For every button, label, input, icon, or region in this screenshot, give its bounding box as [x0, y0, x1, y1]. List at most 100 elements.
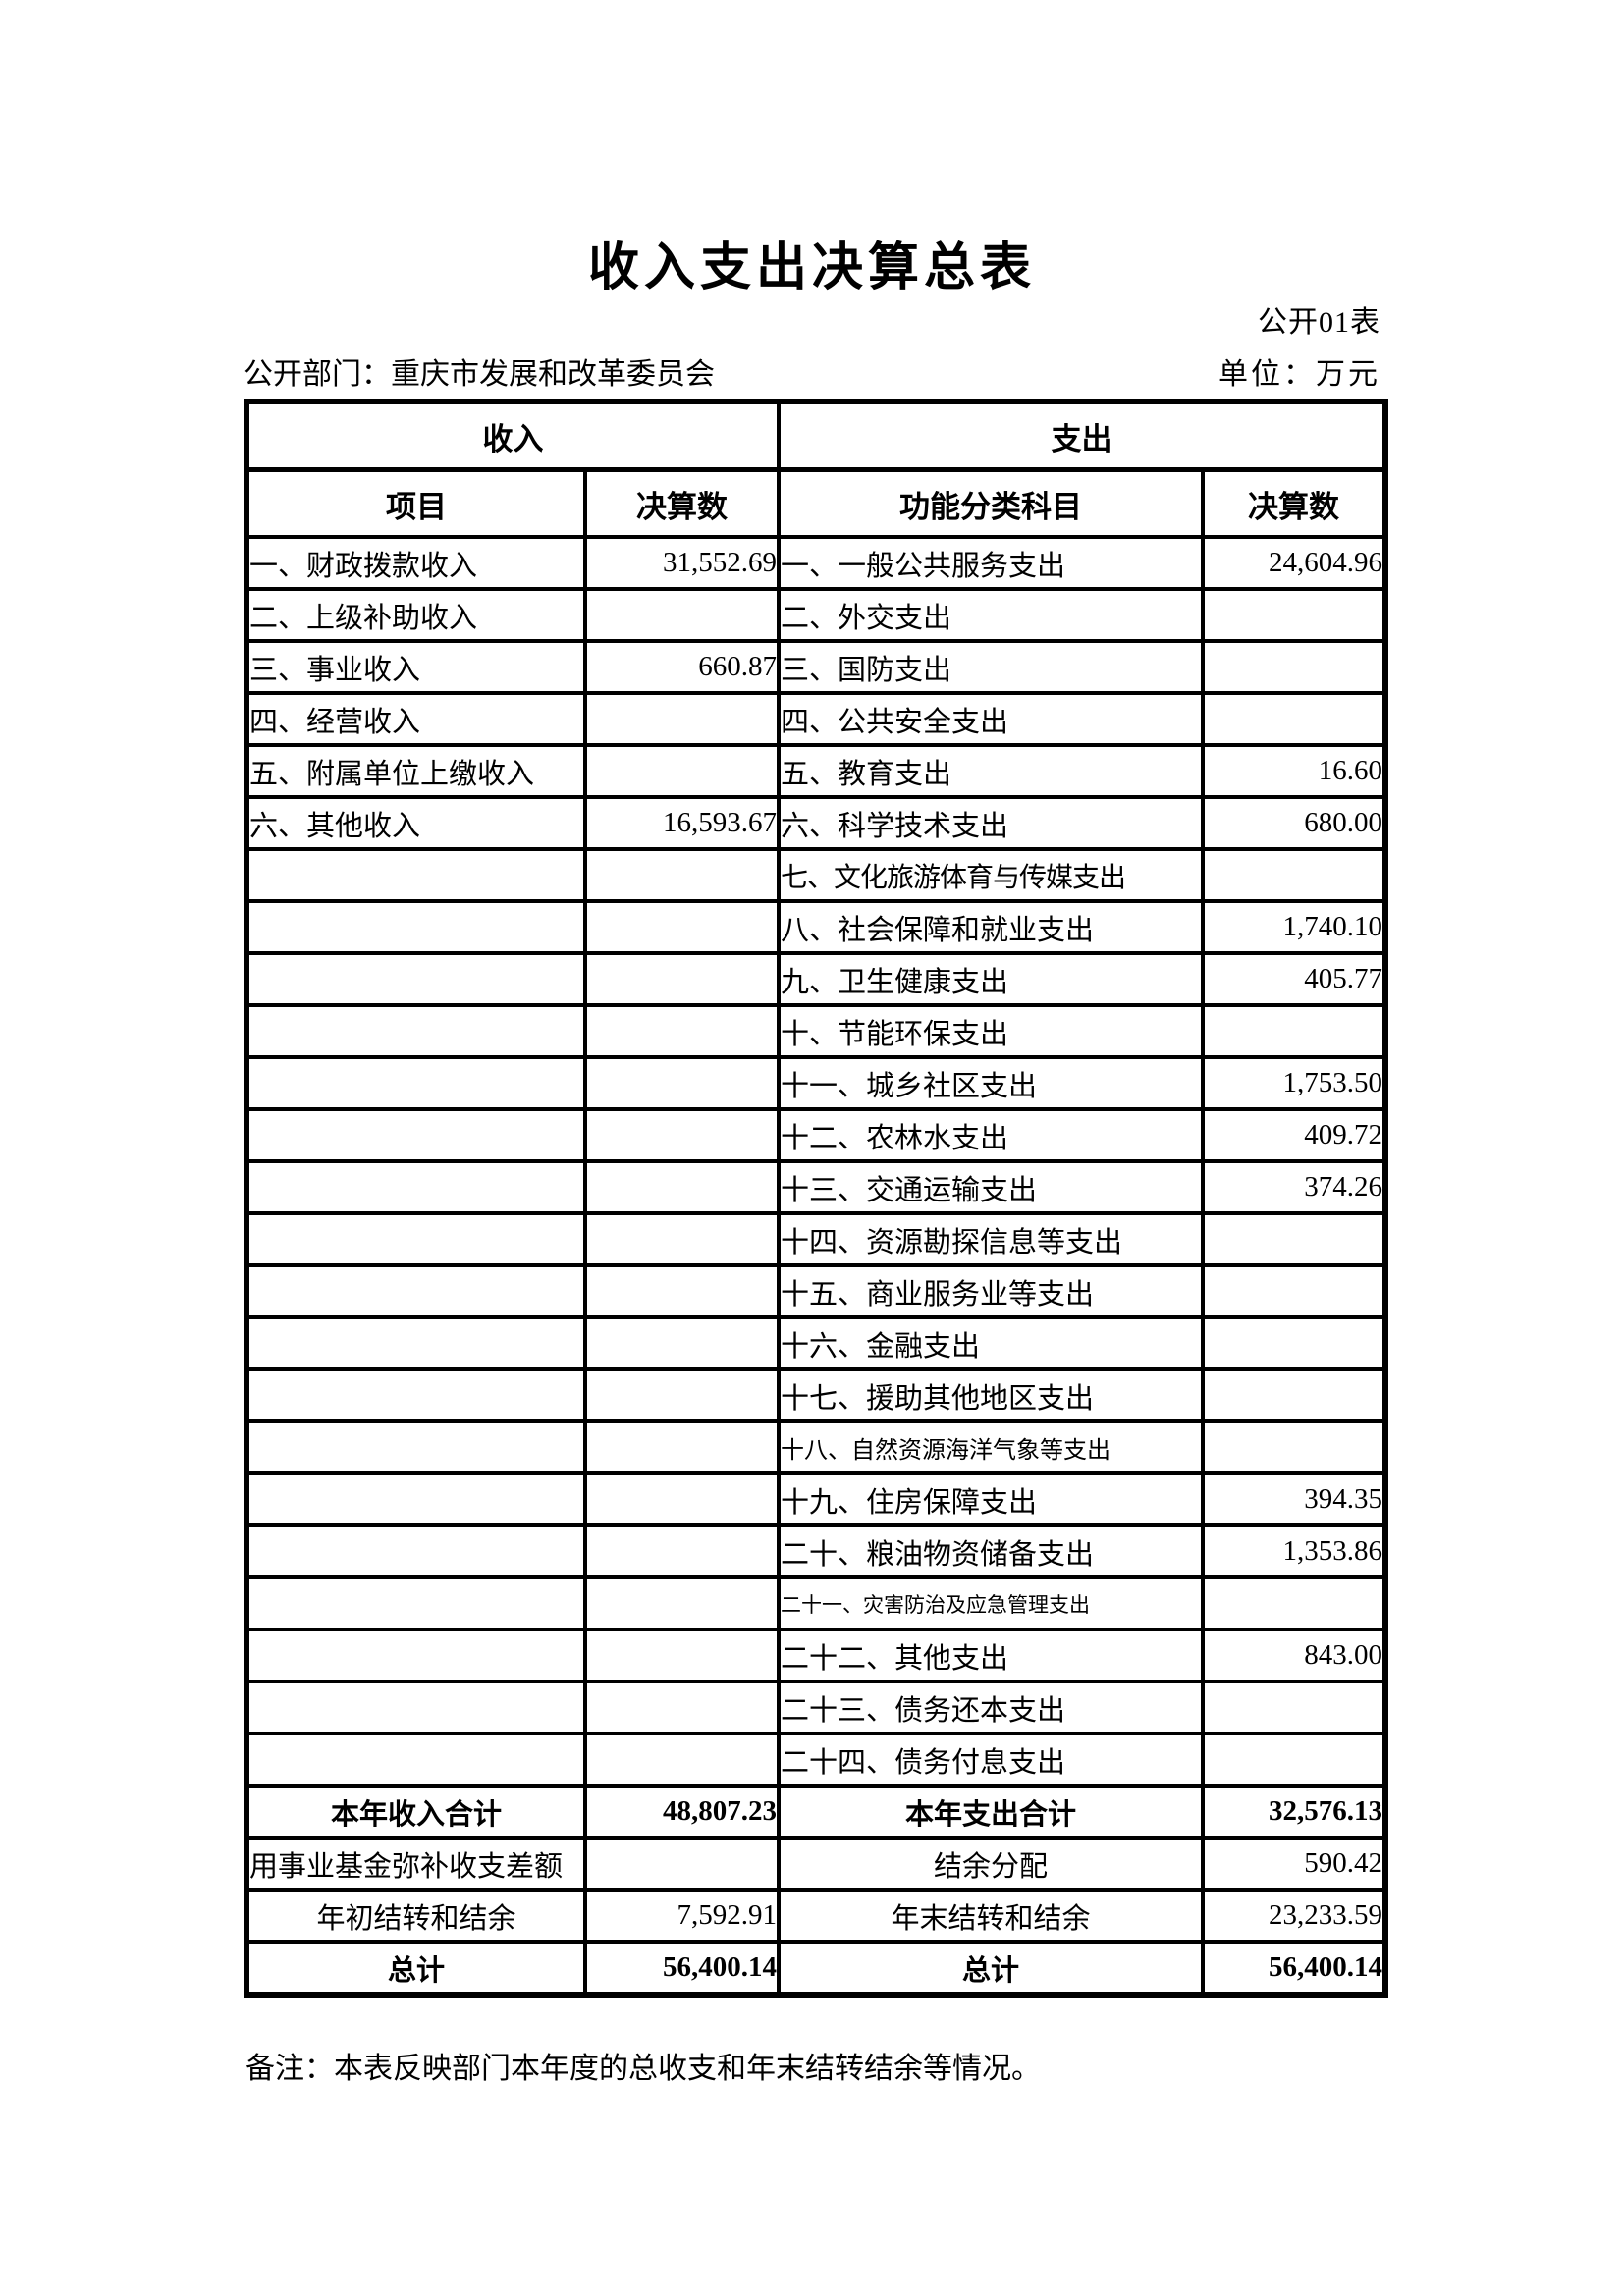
income-item-cell — [244, 1680, 587, 1735]
expense-item-cell: 十、节能环保支出 — [777, 1003, 1205, 1059]
expense-amount-cell: 24,604.96 — [1201, 535, 1387, 591]
expense-item-cell: 年末结转和结余 — [777, 1888, 1205, 1944]
income-amount-cell: 56,400.14 — [583, 1940, 781, 1997]
expense-amount-cell: 374.26 — [1201, 1159, 1387, 1215]
table-row: 二十三、债务还本支出 — [244, 1680, 1387, 1735]
income-amount-cell — [583, 587, 781, 643]
expense-amount-cell: 843.00 — [1201, 1628, 1387, 1683]
table-row: 十一、城乡社区支出 1,753.50 — [244, 1055, 1387, 1111]
income-amount-cell — [583, 1055, 781, 1111]
table-row: 七、文化旅游体育与传媒支出 — [244, 847, 1387, 903]
expense-item-cell: 七、文化旅游体育与传媒支出 — [777, 847, 1205, 903]
table-row: 年初结转和结余 7,592.91 年末结转和结余 23,233.59 — [244, 1888, 1387, 1944]
expense-amount-column-header: 决算数 — [1201, 467, 1387, 539]
table-row: 十五、商业服务业等支出 — [244, 1263, 1387, 1319]
expense-amount-cell — [1201, 1211, 1387, 1267]
income-item-cell: 六、其他收入 — [244, 795, 587, 851]
income-item-cell — [244, 1055, 587, 1111]
expense-amount-cell: 1,753.50 — [1201, 1055, 1387, 1111]
expense-amount-cell: 405.77 — [1201, 951, 1387, 1007]
income-item-cell — [244, 1315, 587, 1371]
expense-amount-cell: 1,353.86 — [1201, 1523, 1387, 1579]
income-item-cell: 年初结转和结余 — [244, 1888, 587, 1944]
income-item-cell — [244, 1367, 587, 1423]
expense-amount-cell: 680.00 — [1201, 795, 1387, 851]
income-amount-cell — [583, 847, 781, 903]
income-amount-cell — [583, 1159, 781, 1215]
expense-amount-cell — [1201, 691, 1387, 747]
expense-item-cell: 总计 — [777, 1940, 1205, 1997]
table-row: 十、节能环保支出 — [244, 1003, 1387, 1059]
income-amount-cell — [583, 1836, 781, 1892]
table-row: 十七、援助其他地区支出 — [244, 1367, 1387, 1423]
expense-item-cell: 二、外交支出 — [777, 587, 1205, 643]
expense-item-cell: 一、一般公共服务支出 — [777, 535, 1205, 591]
department-label: 公开部门：重庆市发展和改革委员会 — [244, 358, 715, 391]
expense-amount-cell — [1201, 1003, 1387, 1059]
note: 备注：本表反映部门本年度的总收支和年末结转结余等情况。 — [245, 2053, 1041, 2085]
column-header-row: 项目 决算数 功能分类科目 决算数 — [244, 467, 1387, 539]
expense-item-cell: 十二、农林水支出 — [777, 1107, 1205, 1163]
expense-amount-cell — [1201, 639, 1387, 695]
income-amount-cell: 660.87 — [583, 639, 781, 695]
table-row: 三、事业收入 660.87 三、国防支出 — [244, 639, 1387, 695]
income-amount-cell — [583, 1523, 781, 1579]
expense-item-cell: 三、国防支出 — [777, 639, 1205, 695]
income-amount-cell — [583, 951, 781, 1007]
income-item-cell: 三、事业收入 — [244, 639, 587, 695]
expense-item-cell: 六、科学技术支出 — [777, 795, 1205, 851]
income-item-cell — [244, 1419, 587, 1475]
expense-item-cell: 十四、资源勘探信息等支出 — [777, 1211, 1205, 1267]
income-amount-cell: 16,593.67 — [583, 795, 781, 851]
table-row: 九、卫生健康支出 405.77 — [244, 951, 1387, 1007]
income-item-column-header: 项目 — [244, 467, 587, 539]
income-amount-cell — [583, 1732, 781, 1788]
income-item-cell: 四、经营收入 — [244, 691, 587, 747]
page-title: 收入支出决算总表 — [587, 240, 1036, 296]
income-item-cell: 二、上级补助收入 — [244, 587, 587, 643]
income-amount-cell — [583, 1628, 781, 1683]
expense-amount-cell: 56,400.14 — [1201, 1940, 1387, 1997]
income-item-cell: 用事业基金弥补收支差额 — [244, 1836, 587, 1892]
income-item-cell: 本年收入合计 — [244, 1784, 587, 1840]
expense-amount-cell: 409.72 — [1201, 1107, 1387, 1163]
income-item-cell — [244, 1159, 587, 1215]
table-row: 八、社会保障和就业支出 1,740.10 — [244, 899, 1387, 955]
expense-item-cell: 二十一、灾害防治及应急管理支出 — [777, 1575, 1205, 1631]
expense-item-cell: 五、教育支出 — [777, 743, 1205, 799]
income-amount-cell — [583, 743, 781, 799]
income-amount-cell: 31,552.69 — [583, 535, 781, 591]
expense-amount-cell — [1201, 1732, 1387, 1788]
expense-item-cell: 二十四、债务付息支出 — [777, 1732, 1205, 1788]
table-row: 十三、交通运输支出 374.26 — [244, 1159, 1387, 1215]
expense-amount-cell — [1201, 1680, 1387, 1735]
income-item-cell — [244, 1628, 587, 1683]
expense-item-cell: 十五、商业服务业等支出 — [777, 1263, 1205, 1319]
income-amount-cell — [583, 1003, 781, 1059]
income-amount-cell — [583, 1315, 781, 1371]
income-amount-cell — [583, 1680, 781, 1735]
table-row: 用事业基金弥补收支差额 结余分配 590.42 — [244, 1836, 1387, 1892]
income-item-cell: 五、附属单位上缴收入 — [244, 743, 587, 799]
expense-amount-cell: 394.35 — [1201, 1471, 1387, 1527]
income-amount-cell — [583, 1263, 781, 1319]
expense-item-cell: 十三、交通运输支出 — [777, 1159, 1205, 1215]
income-amount-cell — [583, 1367, 781, 1423]
income-amount-cell — [583, 899, 781, 955]
expense-item-cell: 四、公共安全支出 — [777, 691, 1205, 747]
income-item-cell — [244, 951, 587, 1007]
table-row: 四、经营收入 四、公共安全支出 — [244, 691, 1387, 747]
table-row: 总计 56,400.14 总计 56,400.14 — [244, 1940, 1387, 1997]
expense-amount-cell: 590.42 — [1201, 1836, 1387, 1892]
expense-amount-cell — [1201, 1575, 1387, 1631]
expense-item-cell: 十六、金融支出 — [777, 1315, 1205, 1371]
income-item-cell — [244, 847, 587, 903]
expense-item-cell: 九、卫生健康支出 — [777, 951, 1205, 1007]
table-row: 十九、住房保障支出 394.35 — [244, 1471, 1387, 1527]
income-item-cell — [244, 1732, 587, 1788]
income-item-cell — [244, 1003, 587, 1059]
income-amount-cell — [583, 1107, 781, 1163]
section-header-row: 收入 支出 — [244, 400, 1387, 472]
table-row: 二十、粮油物资储备支出 1,353.86 — [244, 1523, 1387, 1579]
